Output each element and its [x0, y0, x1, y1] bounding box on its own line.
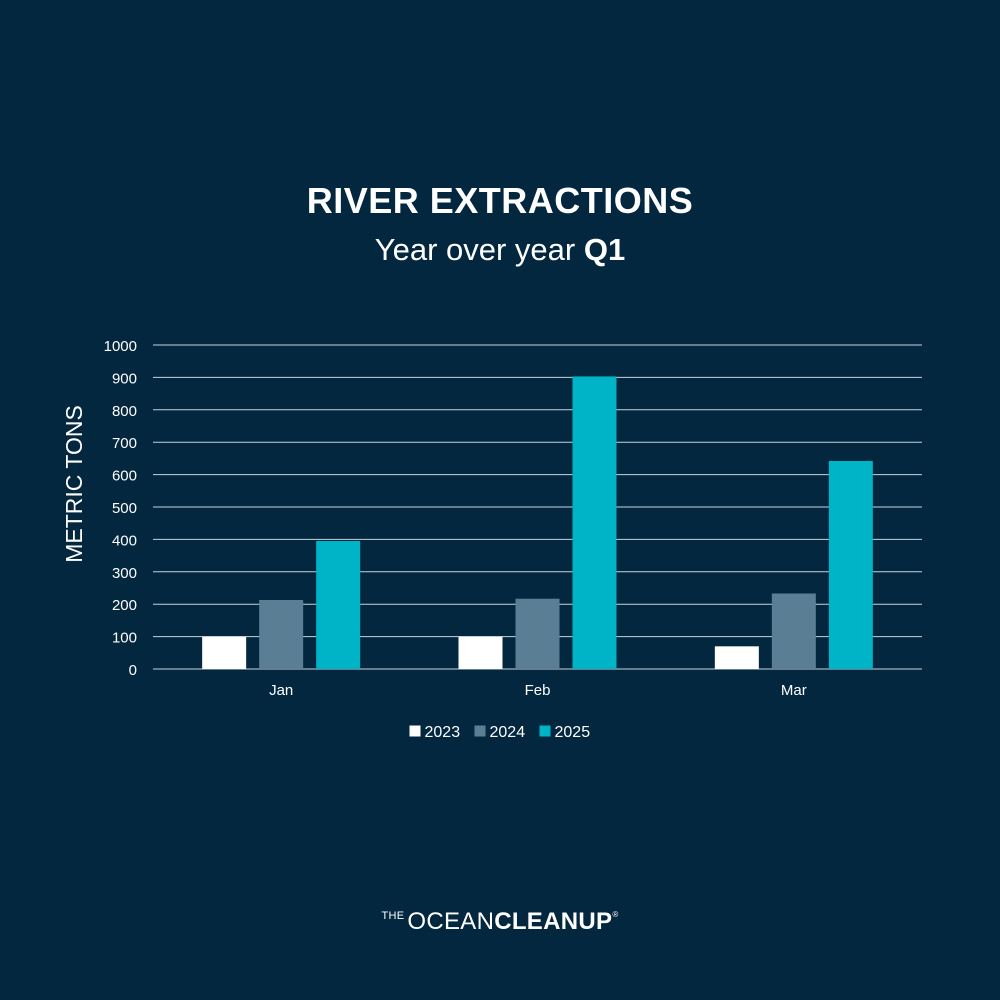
y-tick-label: 500 [112, 500, 137, 517]
bars [202, 376, 873, 669]
y-axis-label: METRIC TONS [61, 405, 87, 563]
bar-feb-2025 [572, 376, 617, 669]
bar-jan-2025 [316, 541, 361, 669]
logo-ocean: OCEAN [407, 908, 495, 935]
subtitle-text: Year over year [374, 232, 576, 267]
y-tick-label: 600 [112, 468, 137, 485]
logo-cleanup: CLEANUP [494, 908, 613, 935]
y-tick-label: 0 [129, 662, 137, 679]
logo-registered: ® [612, 910, 619, 919]
brand-logo: THE OCEANCLEANUP® [0, 908, 1000, 936]
bar-feb-2023 [458, 636, 503, 669]
y-tick-labels: 0 100 200 300 400 500 600 700 800 900 1000 [104, 338, 137, 679]
x-tick-label-feb: Feb [525, 682, 551, 699]
y-tick-label: 200 [112, 597, 137, 614]
bar-jan-2024 [259, 599, 304, 669]
x-tick-label-mar: Mar [781, 682, 807, 699]
y-tick-label: 900 [112, 370, 137, 387]
x-tick-labels: Jan Feb Mar [269, 682, 807, 699]
legend-label-2024: 2024 [490, 724, 526, 741]
bar-mar-2024 [771, 593, 816, 669]
legend: 2023 2024 2025 [409, 724, 591, 741]
chart-subtitle: Year over year Q1 [0, 232, 1000, 268]
bar-jan-2023 [202, 636, 247, 669]
y-tick-label: 800 [112, 403, 137, 420]
legend-label-2023: 2023 [425, 724, 461, 741]
y-tick-label: 400 [112, 532, 137, 549]
logo-the: THE [381, 910, 405, 922]
bar-feb-2024 [515, 598, 560, 669]
legend-label-2025: 2025 [555, 724, 591, 741]
x-tick-label-jan: Jan [269, 682, 293, 699]
legend-swatch-2024 [474, 725, 486, 737]
y-tick-label: 1000 [104, 338, 137, 355]
subtitle-emphasis: Q1 [583, 232, 626, 267]
chart-title: RIVER EXTRACTIONS [306, 180, 694, 221]
legend-swatch-2025 [539, 725, 551, 737]
bar-mar-2023 [714, 646, 759, 669]
y-tick-label: 100 [112, 630, 137, 647]
y-tick-label: 700 [112, 435, 137, 452]
bar-mar-2025 [828, 460, 873, 669]
y-tick-label: 300 [112, 565, 137, 582]
legend-swatch-2023 [409, 725, 421, 737]
